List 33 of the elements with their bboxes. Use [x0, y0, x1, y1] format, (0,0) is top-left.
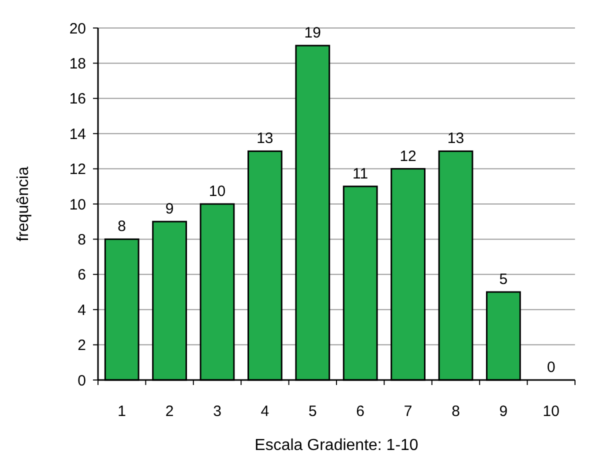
x-tick-label: 3	[213, 403, 222, 420]
y-tick-label: 8	[78, 231, 86, 248]
y-tick-label: 14	[69, 126, 86, 143]
y-tick-label: 16	[69, 90, 86, 108]
data-label: 5	[499, 271, 508, 288]
y-tick-label: 12	[69, 161, 86, 178]
x-tick-label: 2	[165, 403, 174, 420]
x-tick-label: 4	[260, 403, 270, 420]
x-tick-label: 5	[308, 403, 317, 420]
x-tick-label: 6	[356, 403, 365, 420]
y-tick-label: 20	[69, 20, 86, 38]
data-label: 12	[400, 148, 416, 165]
x-tick-label: 9	[499, 403, 508, 420]
x-axis-title: Escala Gradiente: 1-10	[254, 437, 418, 454]
data-label: 0	[546, 359, 556, 376]
data-label: 13	[447, 130, 464, 148]
y-tick-label: 6	[78, 266, 86, 284]
data-label: 19	[304, 24, 321, 42]
data-label: 9	[165, 200, 174, 218]
y-axis-title: frequência	[15, 166, 32, 242]
data-label: 13	[256, 130, 274, 148]
y-tick-label: 10	[69, 196, 86, 214]
data-label: 8	[118, 218, 126, 236]
x-tick-label: 10	[542, 403, 560, 420]
y-tick-label: 18	[69, 55, 86, 72]
y-tick-label: 4	[78, 302, 86, 319]
data-label: 10	[208, 183, 226, 200]
x-tick-label: 8	[452, 403, 460, 420]
x-tick-label: 7	[404, 403, 412, 420]
x-tick-label: 1	[118, 403, 126, 420]
y-tick-label: 2	[78, 337, 86, 354]
data-label: 11	[352, 165, 368, 182]
y-tick-label: 0	[78, 372, 86, 390]
